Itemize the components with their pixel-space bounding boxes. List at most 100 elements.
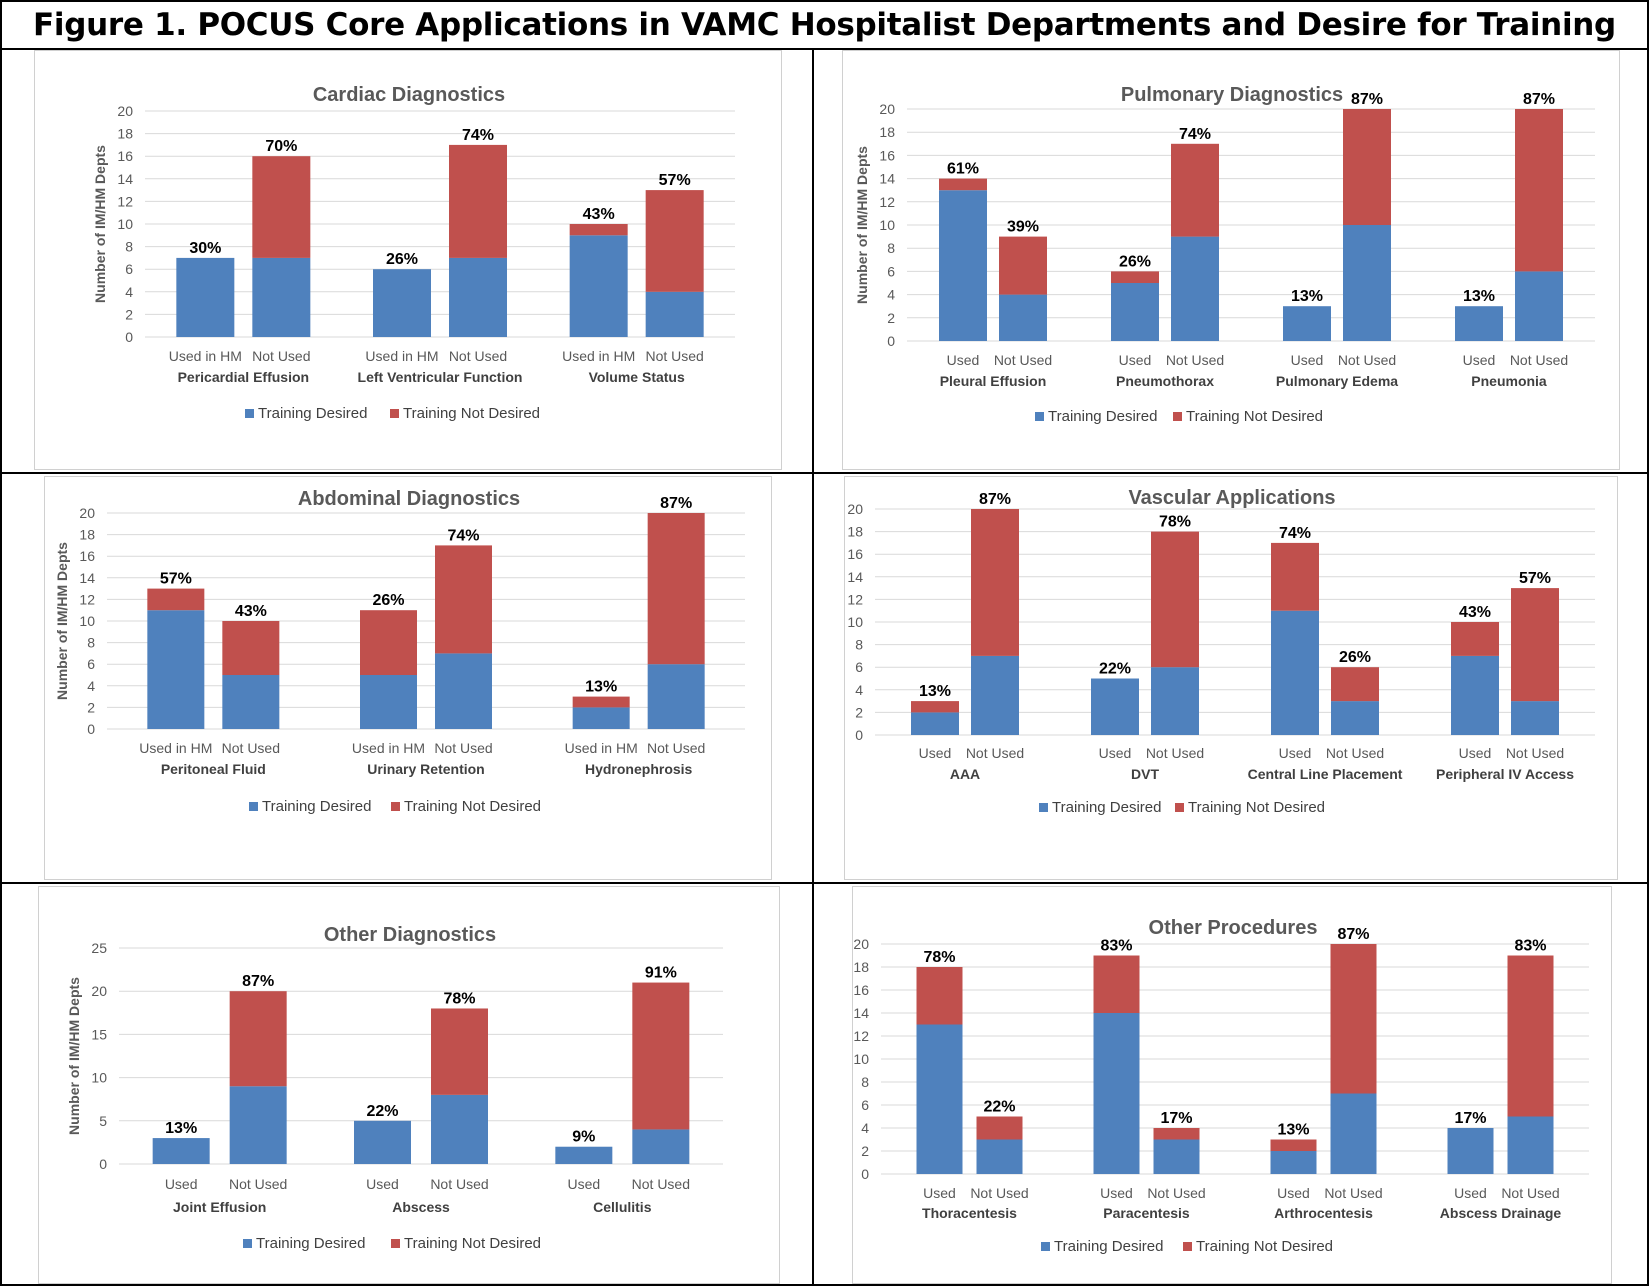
bar-training-desired (229, 1086, 287, 1164)
x-group-label: Pneumonia (1471, 373, 1547, 389)
y-tick-label: 0 (855, 727, 863, 743)
data-label: 13% (1277, 1122, 1309, 1139)
bar-training-not-desired (229, 991, 287, 1087)
x-category-label: Used in HM (352, 740, 425, 756)
bar-training-desired (360, 675, 417, 729)
x-category-label: Used in HM (562, 348, 635, 364)
bar-training-not-desired (1153, 1128, 1200, 1140)
bar-training-not-desired (1171, 143, 1219, 237)
y-tick-label: 16 (853, 982, 869, 998)
y-tick-label: 10 (79, 613, 95, 629)
data-label: 30% (189, 240, 221, 257)
chart-other-diagnostics: Other Diagnostics 0 5 10 15 20 25 Number of IM/… (66, 924, 723, 1252)
legend-label-not-desired: Training Not Desired (403, 405, 540, 422)
y-tick-label: 2 (887, 310, 895, 326)
legend-label-desired: Training Desired (256, 1235, 366, 1252)
y-tick-label: 14 (853, 1005, 869, 1021)
data-label: 57% (659, 172, 691, 189)
x-category-label: Not Used (1338, 352, 1396, 368)
bar-training-desired (222, 675, 280, 729)
chart-vascular-applications: Vascular Applications02468101214161820Nu… (847, 487, 1595, 816)
bar-training-desired (1511, 701, 1559, 735)
panel-cardiac-diagnostics: Cardiac Diagnostics 0 2 4 6 8 10 12 14 16 18 20 Numb… (34, 50, 782, 470)
bar-training-desired (555, 1146, 613, 1164)
x-category-label: Not Used (647, 740, 705, 756)
legend-swatch-not-desired (1183, 1242, 1192, 1251)
row-divider-1 (0, 472, 1649, 474)
bar-training-desired (632, 1129, 690, 1164)
y-tick-label: 2 (87, 699, 95, 715)
y-tick-label: 20 (117, 103, 133, 119)
y-tick-label: 18 (853, 959, 869, 975)
bar-training-desired (971, 655, 1019, 735)
chart-title: Pulmonary Diagnostics (1121, 84, 1343, 106)
chart-title: Other Procedures (1149, 917, 1318, 939)
chart-title: Abdominal Diagnostics (298, 488, 520, 510)
chart-title: Other Diagnostics (324, 924, 496, 946)
bar-training-desired (1283, 306, 1331, 341)
y-tick-label: 5 (99, 1113, 107, 1129)
x-category-label: Not Used (1326, 745, 1384, 761)
bar-training-desired (1271, 610, 1319, 735)
bar-training-not-desired (1451, 622, 1499, 656)
data-label: 13% (919, 683, 951, 700)
x-group-label: Urinary Retention (367, 761, 484, 777)
x-category-label: Used (1277, 1185, 1310, 1201)
bar-training-not-desired (976, 1116, 1023, 1140)
bar-training-not-desired (1507, 955, 1554, 1117)
bar-training-desired (449, 257, 507, 337)
data-label: 13% (1463, 288, 1495, 305)
data-label: 74% (1179, 126, 1211, 143)
bar-training-not-desired (569, 224, 628, 236)
x-category-label: Used (1463, 352, 1496, 368)
y-tick-label: 18 (847, 524, 863, 540)
bar-training-desired (911, 712, 959, 735)
bar-training-not-desired (939, 178, 987, 191)
legend-label-desired: Training Desired (262, 798, 372, 815)
x-group-label: Joint Effusion (173, 1199, 266, 1215)
bar-training-desired (916, 1024, 963, 1174)
data-label: 57% (1519, 570, 1551, 587)
y-tick-label: 16 (847, 546, 863, 562)
x-category-label: Used (366, 1176, 399, 1192)
data-label: 26% (1119, 253, 1151, 270)
x-category-label: Not Used (1146, 745, 1204, 761)
bar-training-desired (1153, 1139, 1200, 1174)
legend-swatch-desired (249, 802, 258, 811)
data-label: 57% (160, 571, 192, 588)
bar-training-desired (1343, 225, 1391, 341)
bar-training-not-desired (1093, 955, 1140, 1013)
x-category-label: Used (923, 1185, 956, 1201)
y-tick-label: 6 (87, 656, 95, 672)
legend-label-not-desired: Training Not Desired (1188, 799, 1325, 816)
x-category-label: Used (1099, 745, 1132, 761)
bar-training-desired (176, 257, 235, 337)
x-category-label: Not Used (434, 740, 492, 756)
y-tick-label: 14 (79, 570, 95, 586)
legend-swatch-desired (1041, 1242, 1050, 1251)
chart-pulmonary-diagnostics: Pulmonary Diagnostics 0 2 4 6 8 10 12 14 16 18 20 Nu… (854, 84, 1595, 425)
data-label: 78% (1159, 514, 1191, 531)
y-tick-label: 25 (91, 940, 107, 956)
y-tick-label: 4 (861, 1120, 869, 1136)
x-category-label: Not Used (252, 348, 310, 364)
data-label: 70% (265, 138, 297, 155)
legend-label-desired: Training Desired (258, 405, 368, 422)
panel-other-diagnostics: Other Diagnostics 0 5 10 15 20 25 Number of IM/… (38, 886, 780, 1284)
y-tick-label: 4 (87, 678, 95, 694)
y-tick-label: 12 (79, 591, 95, 607)
bar-training-not-desired (632, 982, 690, 1130)
x-category-label: Used in HM (139, 740, 212, 756)
y-tick-label: 4 (855, 682, 863, 698)
y-tick-label: 16 (79, 548, 95, 564)
y-tick-label: 20 (879, 101, 895, 117)
x-category-label: Not Used (1166, 352, 1224, 368)
bar-training-not-desired (147, 588, 205, 611)
data-label: 26% (372, 592, 404, 609)
figure-title: Figure 1. POCUS Core Applications in VAM… (0, 0, 1649, 50)
y-tick-label: 20 (91, 983, 107, 999)
data-label: 17% (1160, 1110, 1192, 1127)
y-tick-label: 10 (853, 1051, 869, 1067)
x-group-label: Cellulitis (593, 1199, 652, 1215)
x-category-label: Used (1454, 1185, 1487, 1201)
